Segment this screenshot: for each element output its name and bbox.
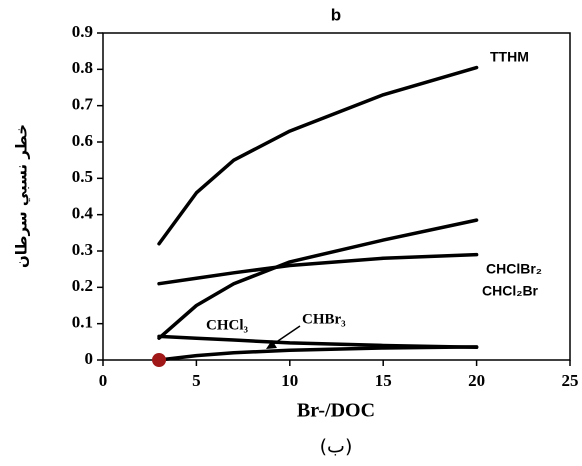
y-tick-label: 0.4: [72, 204, 94, 223]
plot-frame: [102, 32, 571, 361]
x-tick-label: 20: [468, 371, 485, 390]
y-tick-label: 0.9: [72, 22, 93, 41]
y-tick-label: 0.6: [72, 131, 93, 150]
y-tick-label: 0.5: [72, 167, 93, 186]
series-line: [157, 65, 479, 246]
x-tick-label: 25: [562, 371, 579, 390]
y-tick-label: 0.3: [72, 240, 93, 259]
y-axis-label: خطر نسبي سرطان: [13, 124, 31, 268]
y-tick-label: 0.7: [72, 95, 94, 114]
annotation-arrowhead: [266, 340, 277, 349]
annotation-arrow: [271, 325, 301, 346]
series-label: CHClBr₂: [486, 261, 542, 277]
series-label: TTHM: [490, 49, 529, 65]
series-label: CHCl₃: [206, 317, 249, 333]
x-tick-label: 5: [192, 371, 201, 390]
y-tick-label: 0.8: [72, 58, 93, 77]
caption: (ب): [320, 436, 353, 458]
series-line: [157, 334, 479, 350]
y-tick-label: 0: [85, 349, 94, 368]
series-line: [157, 345, 479, 362]
x-axis-label: Br-/DOC: [297, 400, 375, 422]
y-tick-label: 0.1: [72, 313, 93, 332]
chart-title: b: [331, 5, 341, 24]
x-tick-label: 10: [281, 371, 298, 390]
series-line: [157, 252, 479, 286]
series-label: CHBr₃: [302, 311, 346, 327]
series-line: [157, 218, 479, 340]
x-tick-label: 15: [375, 371, 392, 390]
y-tick-label: 0.2: [72, 276, 93, 295]
x-tick-label: 0: [99, 371, 108, 390]
series-label: CHCl₂Br: [482, 283, 539, 299]
highlight-point: [152, 353, 167, 367]
